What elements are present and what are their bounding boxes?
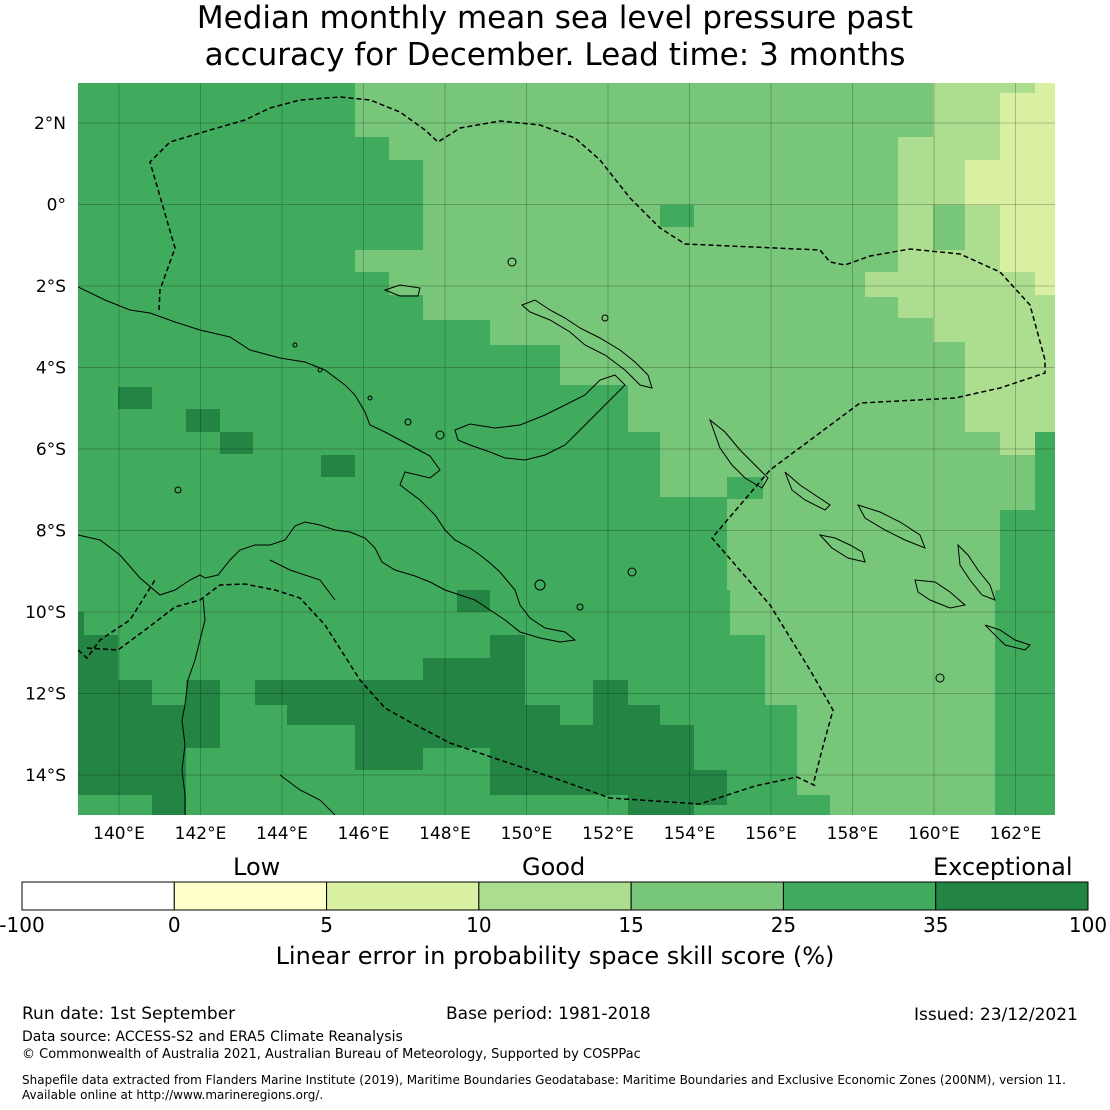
longitude-label: 144°E xyxy=(256,824,308,844)
longitude-label: 152°E xyxy=(582,824,634,844)
longitude-label: 146°E xyxy=(338,824,390,844)
colorbar-outline xyxy=(21,881,1089,911)
colorbar-tick-label: 10 xyxy=(466,913,492,937)
skill-region-35-100-west xyxy=(78,612,220,815)
base-period: Base period: 1981-2018 xyxy=(446,1004,651,1024)
shapefile-credit-line-2: Available online at http://www.marinereg… xyxy=(22,1088,324,1102)
longitude-label: 162°E xyxy=(990,824,1042,844)
skill-cell xyxy=(727,477,763,499)
colorbar-tick-label: 15 xyxy=(618,913,644,937)
skill-cell-high xyxy=(186,409,220,432)
colorbar-segment xyxy=(630,881,784,911)
colorbar-tick-label: 35 xyxy=(922,913,949,937)
issued-date: Issued: 23/12/2021 xyxy=(914,1005,1078,1025)
colorbar-segment xyxy=(21,881,175,911)
skill-region-35-100-south xyxy=(255,635,727,815)
chart-title-line-2: accuracy for December. Lead time: 3 mont… xyxy=(204,37,906,73)
longitude-labels: 140°E 142°E 144°E 146°E 148°E 150°E 152°E 154°E… xyxy=(93,824,1041,844)
colorbar-segment xyxy=(173,881,328,911)
shapefile-credit-line-1: Shapefile data extracted from Flanders M… xyxy=(22,1073,1066,1087)
colorbar-tick-label: 5 xyxy=(320,913,333,937)
longitude-label: 160°E xyxy=(908,824,960,844)
skill-cell xyxy=(660,205,694,227)
skill-region-15-25 xyxy=(355,83,1055,815)
colorbar-segment xyxy=(935,881,1089,911)
skill-cell-high xyxy=(457,590,490,612)
latitude-label: 12°S xyxy=(25,685,66,705)
longitude-label: 158°E xyxy=(827,824,879,844)
colorbar-tick-label: 25 xyxy=(770,913,797,937)
colorbar-category-good: Good xyxy=(522,853,586,881)
skill-cell-high xyxy=(220,432,253,454)
latitude-label: 4°S xyxy=(36,359,66,379)
longitude-label: 148°E xyxy=(419,824,471,844)
longitude-label: 156°E xyxy=(745,824,797,844)
latitude-label: 2°S xyxy=(36,277,66,297)
longitude-label: 140°E xyxy=(93,824,145,844)
colorbar-category-low: Low xyxy=(233,853,281,881)
colorbar-segment xyxy=(326,881,480,911)
coastlines xyxy=(78,257,1031,815)
skill-region-5-10 xyxy=(965,83,1055,295)
longitude-label: 150°E xyxy=(501,824,553,844)
latitude-labels: 2°N 0° 2°S 4°S 6°S 8°S 10°S 12°S 14°S xyxy=(25,114,66,786)
skill-cell xyxy=(933,205,965,250)
latitude-label: 6°S xyxy=(36,440,66,460)
skill-map: 140°E 142°E 144°E 146°E 148°E 150°E 152°E 154°E… xyxy=(25,83,1055,844)
eez-boundaries xyxy=(78,96,1046,805)
latitude-label: 0° xyxy=(47,196,66,216)
colorbar-label: Linear error in probability space skill … xyxy=(275,942,835,970)
colorbar-tick-label: 100 xyxy=(1068,913,1108,937)
colorbar-tick-label: 0 xyxy=(167,913,181,937)
latitude-label: 8°S xyxy=(36,522,66,542)
colorbar-segment xyxy=(478,881,632,911)
longitude-label: 154°E xyxy=(664,824,716,844)
colorbar-segment xyxy=(782,881,937,911)
colorbar xyxy=(21,881,1089,911)
colorbar-category-exceptional: Exceptional xyxy=(933,853,1073,881)
longitude-label: 142°E xyxy=(175,824,227,844)
latitude-label: 14°S xyxy=(25,766,66,786)
colorbar-tick-label: -100 xyxy=(0,913,45,937)
map-gridlines xyxy=(78,83,1055,815)
copyright: © Commonwealth of Australia 2021, Austra… xyxy=(22,1047,641,1062)
latitude-label: 10°S xyxy=(25,603,66,623)
run-date: Run date: 1st September xyxy=(22,1004,236,1024)
map-panel: 140°E 142°E 144°E 146°E 148°E 150°E 152°E 154°E… xyxy=(25,83,1055,844)
data-source: Data source: ACCESS-S2 and ERA5 Climate … xyxy=(22,1029,403,1045)
chart-title-line-1: Median monthly mean sea level pressure p… xyxy=(196,0,914,36)
skill-cell-high xyxy=(321,455,355,477)
latitude-label: 2°N xyxy=(34,114,66,134)
skill-cell-high xyxy=(118,387,152,409)
